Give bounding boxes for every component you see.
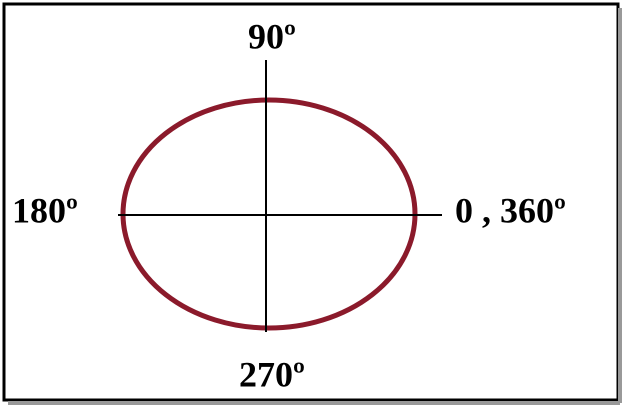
label-bottom: 270º (239, 354, 305, 394)
label-left: 180º (12, 190, 78, 230)
label-right: 0 , 360º (455, 190, 566, 230)
label-top: 90º (248, 16, 296, 56)
